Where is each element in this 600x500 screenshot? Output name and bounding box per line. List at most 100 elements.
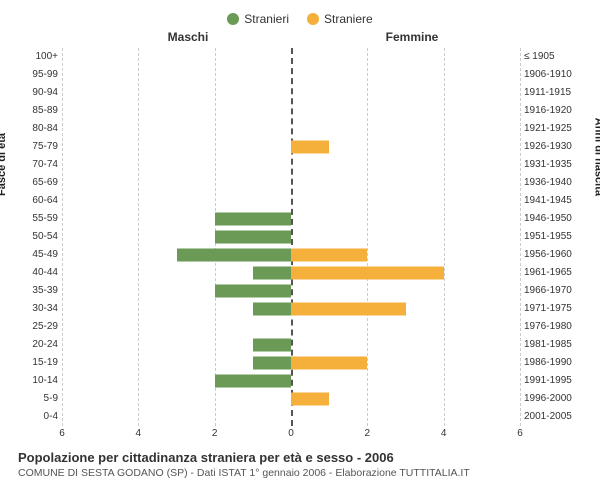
bar-row <box>62 354 520 372</box>
y-tick-left: 0-4 <box>18 408 58 426</box>
y-tick-right: 1961-1965 <box>524 264 582 282</box>
legend-item: Straniere <box>307 12 373 26</box>
legend-swatch <box>227 13 239 25</box>
bar-row <box>62 264 520 282</box>
bar-male <box>253 267 291 280</box>
y-tick-right: 1941-1945 <box>524 192 582 210</box>
bar-row <box>62 408 520 426</box>
section-label-female: Femmine <box>300 30 524 44</box>
y-tick-left: 50-54 <box>18 228 58 246</box>
bar-female <box>291 267 444 280</box>
y-tick-left: 55-59 <box>18 210 58 228</box>
y-tick-left: 95-99 <box>18 66 58 84</box>
y-tick-left: 60-64 <box>18 192 58 210</box>
bar-row <box>62 246 520 264</box>
bar-row <box>62 192 520 210</box>
y-tick-right: ≤ 1905 <box>524 48 582 66</box>
y-tick-right: 1986-1990 <box>524 354 582 372</box>
y-tick-right: 1921-1925 <box>524 120 582 138</box>
bar-row <box>62 336 520 354</box>
bar-male <box>253 303 291 316</box>
bar-row <box>62 48 520 66</box>
y-tick-right: 1966-1970 <box>524 282 582 300</box>
y-tick-right: 1926-1930 <box>524 138 582 156</box>
y-tick-right: 1976-1980 <box>524 318 582 336</box>
y-tick-left: 35-39 <box>18 282 58 300</box>
y-tick-left: 85-89 <box>18 102 58 120</box>
y-axis-left: 100+95-9990-9485-8980-8475-7970-7465-696… <box>18 48 62 426</box>
bar-rows <box>62 48 520 426</box>
bar-female <box>291 303 406 316</box>
y-tick-right: 1946-1950 <box>524 210 582 228</box>
caption: Popolazione per cittadinanza straniera p… <box>18 450 582 479</box>
y-tick-right: 1931-1935 <box>524 156 582 174</box>
y-tick-right: 1996-2000 <box>524 390 582 408</box>
plot-area <box>62 48 520 426</box>
y-tick-left: 40-44 <box>18 264 58 282</box>
y-tick-left: 100+ <box>18 48 58 66</box>
population-pyramid-chart: StranieriStraniere Maschi Femmine Fasce … <box>0 0 600 500</box>
bar-row <box>62 300 520 318</box>
y-tick-left: 90-94 <box>18 84 58 102</box>
x-tick: 6 <box>59 428 65 439</box>
bar-female <box>291 357 367 370</box>
y-tick-left: 20-24 <box>18 336 58 354</box>
bar-male <box>177 249 292 262</box>
x-axis-ticks: 6420246 <box>62 428 520 442</box>
y-tick-left: 5-9 <box>18 390 58 408</box>
section-titles: Maschi Femmine <box>18 30 582 44</box>
section-label-male: Maschi <box>76 30 300 44</box>
bar-male <box>253 339 291 352</box>
x-tick: 2 <box>212 428 218 439</box>
y-tick-left: 65-69 <box>18 174 58 192</box>
bar-male <box>215 213 291 226</box>
y-tick-right: 2001-2005 <box>524 408 582 426</box>
x-tick: 0 <box>288 428 294 439</box>
bar-male <box>215 231 291 244</box>
y-tick-right: 1971-1975 <box>524 300 582 318</box>
bar-female <box>291 393 329 406</box>
legend: StranieriStraniere <box>18 12 582 26</box>
bar-male <box>253 357 291 370</box>
y-axis-left-label: Fasce di età <box>0 133 8 196</box>
bar-female <box>291 141 329 154</box>
bar-row <box>62 372 520 390</box>
x-tick: 6 <box>517 428 523 439</box>
bar-row <box>62 282 520 300</box>
bar-row <box>62 210 520 228</box>
caption-subtitle: COMUNE DI SESTA GODANO (SP) - Dati ISTAT… <box>18 467 582 479</box>
y-axis-right: ≤ 19051906-19101911-19151916-19201921-19… <box>520 48 582 426</box>
y-tick-right: 1916-1920 <box>524 102 582 120</box>
bar-row <box>62 66 520 84</box>
y-tick-left: 45-49 <box>18 246 58 264</box>
y-tick-left: 75-79 <box>18 138 58 156</box>
y-tick-left: 25-29 <box>18 318 58 336</box>
plot-frame: Fasce di età 100+95-9990-9485-8980-8475-… <box>18 48 582 426</box>
bar-male <box>215 285 291 298</box>
grid-line <box>520 48 521 426</box>
bar-row <box>62 174 520 192</box>
bar-row <box>62 84 520 102</box>
bar-male <box>215 375 291 388</box>
y-tick-right: 1951-1955 <box>524 228 582 246</box>
y-tick-right: 1906-1910 <box>524 66 582 84</box>
y-tick-left: 15-19 <box>18 354 58 372</box>
x-tick: 4 <box>136 428 142 439</box>
y-tick-left: 70-74 <box>18 156 58 174</box>
legend-swatch <box>307 13 319 25</box>
y-tick-right: 1956-1960 <box>524 246 582 264</box>
bar-female <box>291 249 367 262</box>
bar-row <box>62 102 520 120</box>
y-tick-right: 1981-1985 <box>524 336 582 354</box>
bar-row <box>62 318 520 336</box>
caption-title: Popolazione per cittadinanza straniera p… <box>18 450 582 465</box>
y-axis-right-label: Anni di nascita <box>592 118 600 196</box>
bar-row <box>62 228 520 246</box>
y-tick-left: 80-84 <box>18 120 58 138</box>
x-axis: 6420246 <box>18 428 582 442</box>
y-tick-left: 30-34 <box>18 300 58 318</box>
x-tick: 4 <box>441 428 447 439</box>
y-tick-left: 10-14 <box>18 372 58 390</box>
legend-label: Straniere <box>324 12 373 26</box>
y-tick-right: 1911-1915 <box>524 84 582 102</box>
